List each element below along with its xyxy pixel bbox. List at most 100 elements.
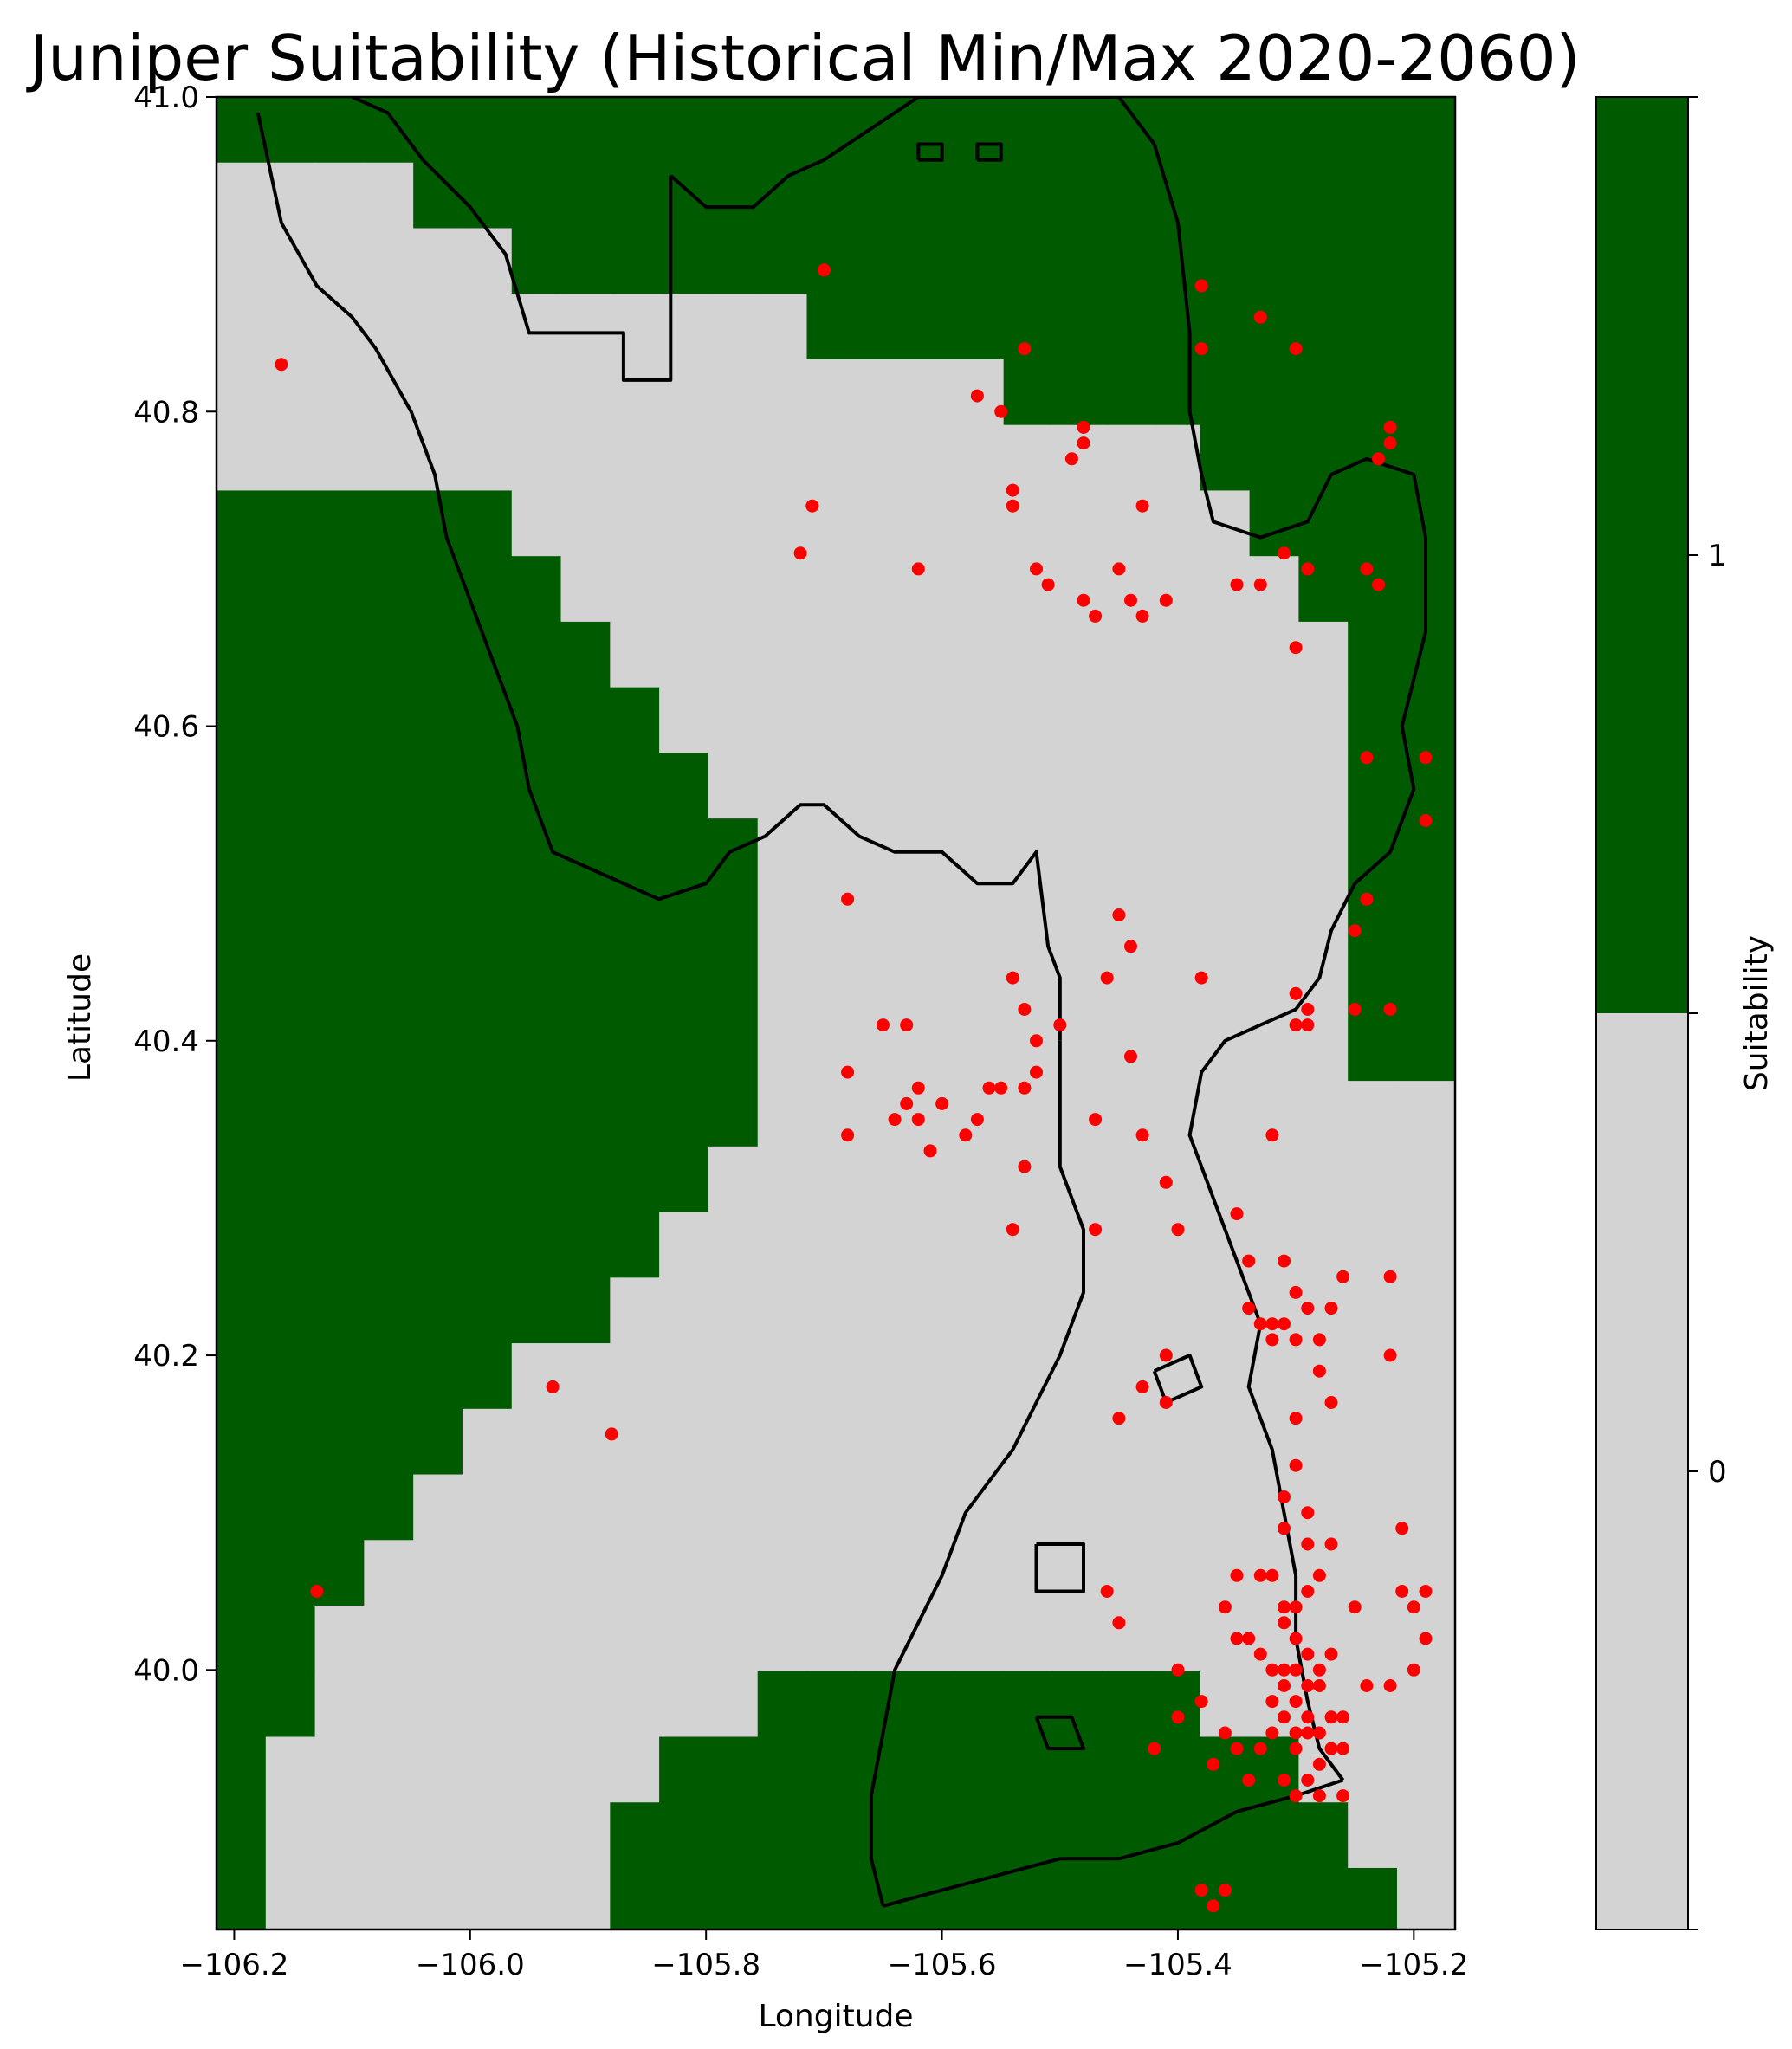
observation-point [1289, 1458, 1303, 1472]
raster-cell [413, 1606, 463, 1672]
raster-cell [1446, 1540, 1455, 1606]
raster-cell [560, 1540, 611, 1606]
raster-cell [462, 1146, 513, 1213]
observation-point [911, 1081, 925, 1095]
observation-point [1278, 1710, 1291, 1724]
raster-cell [1052, 1671, 1103, 1738]
raster-cell [856, 1408, 906, 1476]
boundary-line [869, 1040, 1085, 1907]
raster-cell [217, 1671, 267, 1738]
raster-cell [1446, 490, 1455, 557]
raster-cell [1052, 621, 1103, 688]
raster-cell [364, 1408, 414, 1476]
raster-cell [413, 1540, 463, 1606]
raster-cell [757, 1277, 808, 1344]
observation-point [1312, 1789, 1326, 1803]
observation-point [1207, 1757, 1220, 1771]
raster-cell [905, 294, 955, 360]
raster-cell [413, 883, 463, 951]
raster-cell [1200, 1081, 1251, 1147]
raster-cell [1102, 1277, 1152, 1344]
raster-cell [511, 1606, 562, 1672]
raster-cell [511, 556, 562, 623]
raster-cell [560, 162, 611, 229]
observation-point [1135, 1128, 1149, 1142]
raster-cell [1052, 1474, 1103, 1541]
raster-cell [610, 1277, 660, 1344]
raster-cell [1151, 1867, 1201, 1929]
raster-cell [217, 818, 267, 885]
observation-point [1360, 1679, 1374, 1692]
raster-cell [659, 1146, 709, 1213]
raster-cell [708, 1343, 759, 1410]
raster-cell [659, 1540, 709, 1606]
raster-cell [1151, 490, 1201, 557]
observation-point [1348, 1003, 1362, 1016]
raster-cell [1249, 359, 1300, 426]
raster-cell [1200, 1408, 1251, 1476]
raster-cell [954, 949, 1005, 1016]
raster-cell [659, 621, 709, 688]
raster-cell [265, 1015, 316, 1082]
observation-point [1360, 892, 1374, 906]
raster-cell [1151, 1015, 1201, 1082]
raster-cell [708, 359, 759, 426]
raster-cell [757, 1081, 808, 1147]
raster-cell [954, 753, 1005, 819]
observation-point [1194, 1695, 1208, 1709]
observation-point [1336, 1742, 1350, 1755]
raster-cell [1249, 228, 1300, 294]
raster-cell [314, 424, 365, 492]
observation-point [1278, 1774, 1291, 1787]
raster-cell [1446, 97, 1455, 164]
raster-cell [265, 97, 316, 164]
raster-cell [1396, 1408, 1447, 1476]
raster-cell [954, 162, 1005, 229]
raster-cell [511, 424, 562, 492]
observation-point [1124, 1050, 1137, 1063]
raster-cell [659, 1867, 709, 1929]
observation-point [1383, 420, 1397, 434]
raster-cell [217, 1606, 267, 1672]
raster-cell [856, 424, 906, 492]
raster-cell [1102, 753, 1152, 819]
observation-point [1312, 1333, 1326, 1347]
raster-cell [1102, 1343, 1152, 1410]
observation-point [1265, 1128, 1279, 1142]
raster-cell [1052, 1867, 1103, 1929]
raster-cell [708, 162, 759, 229]
raster-cell [462, 1212, 513, 1278]
raster-cell [1102, 687, 1152, 753]
raster-cell [413, 1212, 463, 1278]
raster-cell [560, 490, 611, 557]
raster-cell [1200, 424, 1251, 492]
raster-cell [659, 162, 709, 229]
plot-frame [215, 95, 1457, 1931]
raster-cell [1396, 556, 1447, 623]
observation-point [1312, 1364, 1326, 1378]
observation-point [1383, 1348, 1397, 1362]
raster-cell [610, 162, 660, 229]
raster-cell [462, 1671, 513, 1738]
raster-cell [1151, 949, 1201, 1016]
observation-point [1194, 1884, 1208, 1897]
raster-cell [1396, 1212, 1447, 1278]
raster-cell [708, 1867, 759, 1929]
suitability-raster [217, 97, 1455, 1929]
raster-cell [1249, 1474, 1300, 1541]
raster-cell [265, 359, 316, 426]
observation-point [1278, 1254, 1291, 1268]
raster-cell [954, 1671, 1005, 1738]
raster-cell [364, 1802, 414, 1869]
observation-point [1030, 562, 1043, 576]
raster-cell [1102, 818, 1152, 885]
observation-point [1301, 1647, 1315, 1661]
raster-cell [708, 1474, 759, 1541]
observation-point [817, 263, 831, 277]
raster-cell [217, 294, 267, 360]
raster-cell [1298, 1802, 1349, 1869]
observation-point [1419, 751, 1433, 765]
observation-point [1301, 1726, 1315, 1740]
raster-cell [659, 97, 709, 164]
raster-cell [1348, 621, 1398, 688]
